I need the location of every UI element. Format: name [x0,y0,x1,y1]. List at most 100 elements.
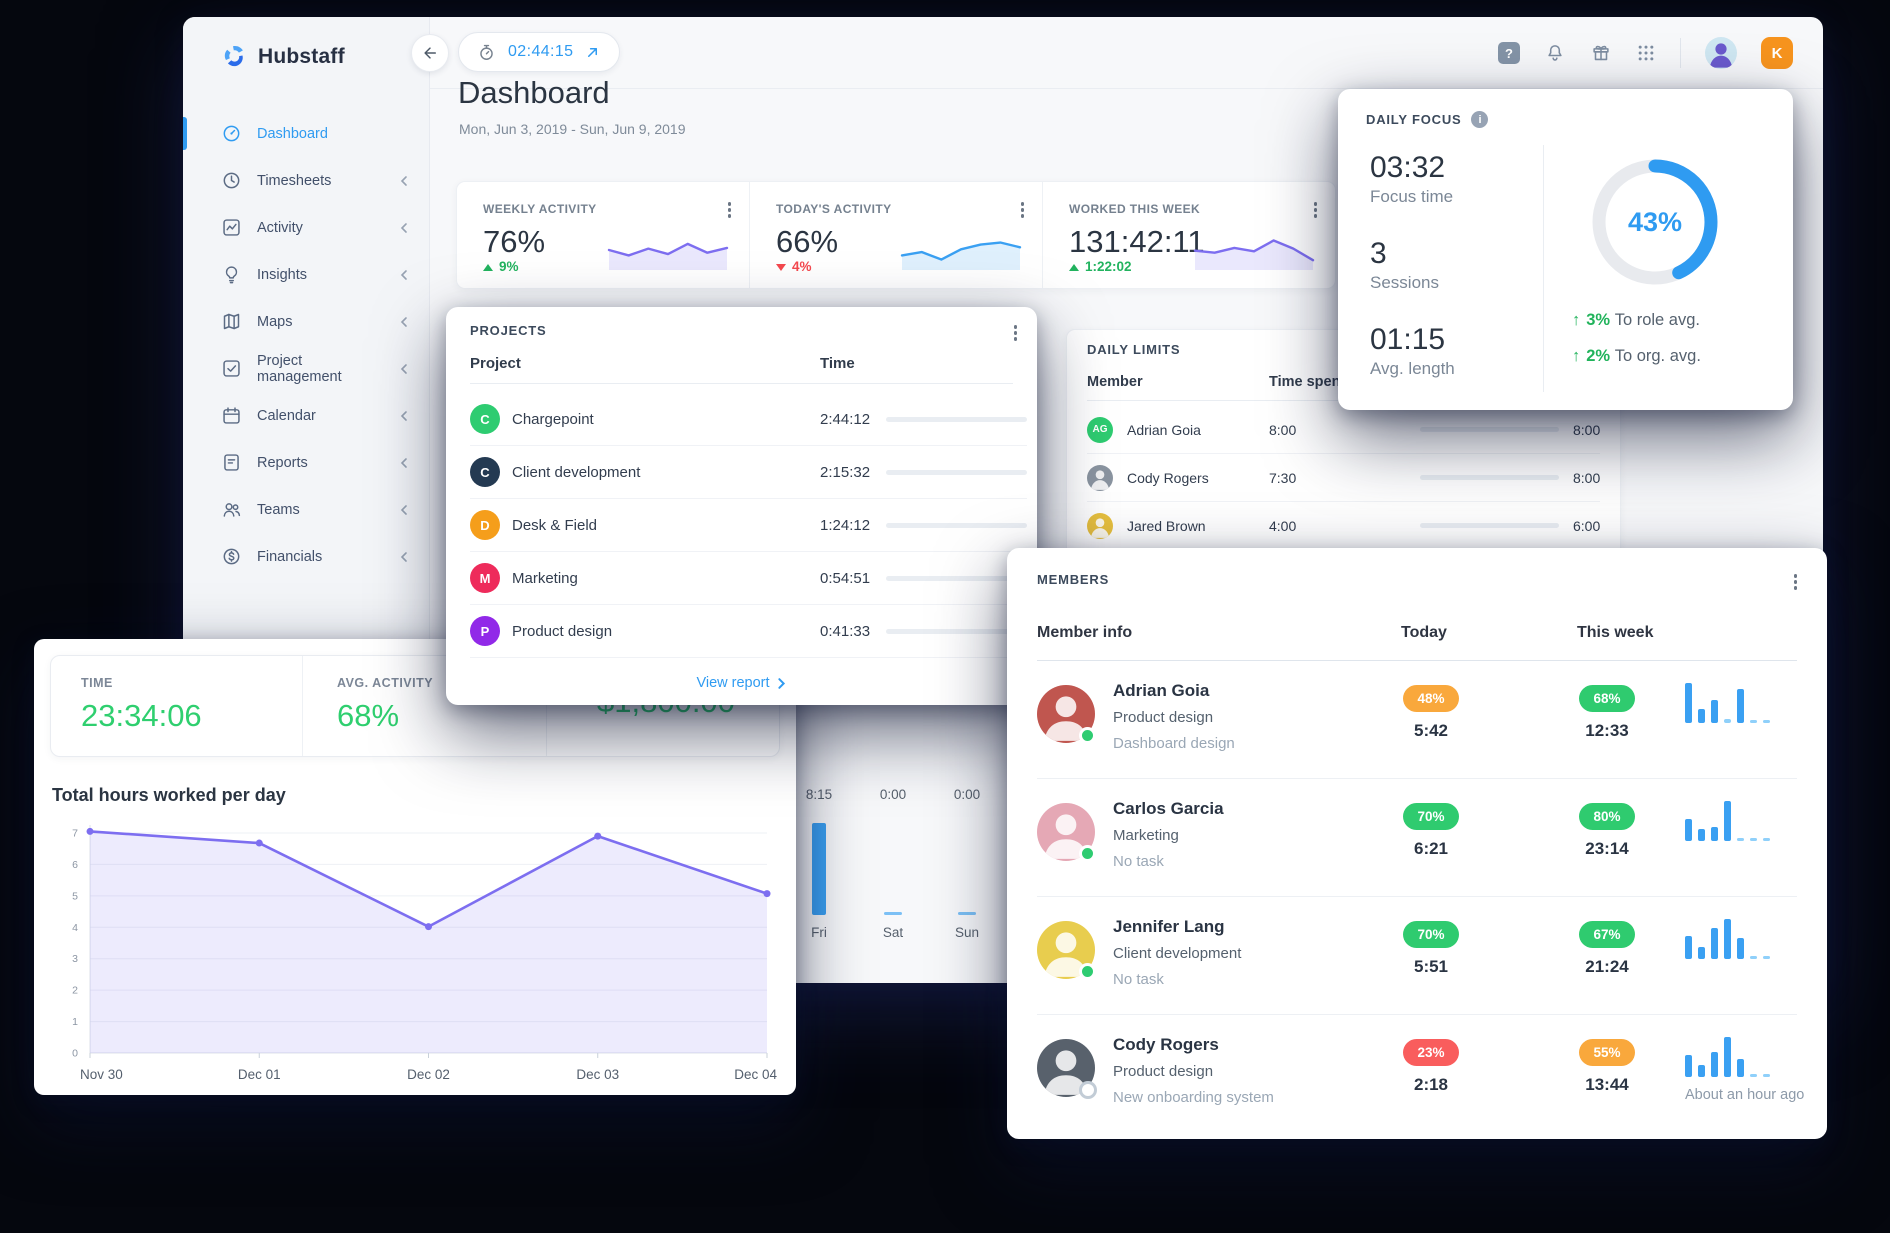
project-time: 1:24:12 [820,516,871,534]
project-progress [886,575,1027,581]
stat-label: TODAY'S ACTIVITY [776,202,892,216]
apps-grid-icon[interactable] [1636,43,1656,63]
limit-progress [1420,523,1559,528]
daily-focus-title: DAILY FOCUS [1366,112,1462,127]
chevron-left-icon [399,316,409,328]
kebab-menu-icon[interactable] [1010,321,1022,345]
members-card: MEMBERS Member info Today This week Adri… [1007,548,1827,1139]
limit-row[interactable]: Jared Brown 4:00 6:00 [1087,502,1600,550]
svg-text:7: 7 [72,828,78,840]
project-row[interactable]: C Chargepoint 2:44:12 [470,393,1027,446]
member-role: Product design [1113,1063,1214,1080]
teams-people-icon [223,503,241,517]
sidebar-item-maps[interactable]: Maps [183,298,429,345]
svg-text:Dec 04: Dec 04 [734,1067,777,1082]
triangle-down-icon [776,264,786,271]
svg-text:Dec 02: Dec 02 [407,1067,450,1082]
stat-today-activity: TODAY'S ACTIVITY 66% 4% [749,182,1042,288]
project-row[interactable]: P Product design 0:41:33 [470,605,1027,658]
today-time: 6:21 [1413,839,1449,858]
person-icon [1044,1050,1088,1095]
svg-text:Dec 01: Dec 01 [238,1067,281,1082]
sidebar-item-financials[interactable]: Financials [183,533,429,580]
chevron-left-icon [399,410,409,422]
limit-value: 8:00 [1573,421,1601,438]
hours-per-day-area-chart: 0 1 2 3 4 5 6 7 Nov 30 Dec 01 Dec 02 Dec 03 Dec 04 [72,825,777,1082]
member-name: Jared Brown [1127,517,1206,534]
project-row[interactable]: C Client development 2:15:32 [470,446,1027,499]
week-mini-bar-chart [1685,683,1780,723]
project-avatar: C [470,404,500,434]
member-task: No task [1113,971,1164,988]
map-icon [223,313,240,330]
gifts-icon[interactable] [1590,42,1612,64]
project-row[interactable]: M Marketing 0:54:51 [470,552,1027,605]
org-badge[interactable]: K [1761,37,1793,69]
stat-label: WEEKLY ACTIVITY [483,202,597,216]
sidebar-item-label: Project management [257,352,342,385]
time-spent: 7:30 [1269,469,1297,486]
topbar-divider [1680,38,1681,68]
column-time-spent: Time spent [1269,374,1346,390]
week-time: 12:33 [1585,721,1629,740]
sidebar-item-project-management[interactable]: Project management [183,345,429,392]
person-icon [1044,814,1088,859]
summary-label: TIME [81,676,113,690]
member-row[interactable]: Jennifer Lang Client development No task… [1037,897,1797,1015]
notifications-bell-icon[interactable] [1544,42,1566,64]
members-title: MEMBERS [1037,572,1110,587]
time-spent: 4:00 [1269,517,1297,534]
back-button[interactable] [411,34,449,72]
kebab-menu-icon[interactable] [1310,198,1322,222]
chevron-left-icon [399,269,409,281]
project-avatar: M [470,563,500,593]
dashboard-icon [223,125,240,142]
kebab-menu-icon[interactable] [724,198,736,222]
svg-text:Dec 03: Dec 03 [576,1067,619,1082]
member-row[interactable]: Carlos Garcia Marketing No task 70% 6:21… [1037,779,1797,897]
daily-focus-header: DAILY FOCUS i [1366,111,1489,128]
project-avatar: P [470,616,500,646]
limit-row[interactable]: AG Adrian Goia 8:00 8:00 [1087,406,1600,454]
svg-text:Nov 30: Nov 30 [80,1067,123,1082]
sidebar-item-dashboard[interactable]: Dashboard [183,110,429,157]
kebab-menu-icon[interactable] [1790,570,1802,594]
project-progress [886,522,1027,528]
hubstaff-logo-icon [224,45,243,67]
sidebar-item-reports[interactable]: Reports [183,439,429,486]
member-task: New onboarding system [1113,1089,1274,1106]
week-time: 21:24 [1585,957,1629,976]
help-icon[interactable]: ? [1498,42,1520,64]
avatar [1087,464,1113,491]
clock-icon [223,172,240,189]
project-row[interactable]: D Desk & Field 1:24:12 [470,499,1027,552]
donut-percent: 43% [1627,206,1683,237]
view-report-link[interactable]: View report [446,661,1037,705]
kebab-menu-icon[interactable] [1017,198,1029,222]
sidebar-item-teams[interactable]: Teams [183,486,429,533]
limit-row[interactable]: Cody Rogers 7:30 8:00 [1087,454,1600,502]
sidebar-item-insights[interactable]: Insights [183,251,429,298]
sidebar-nav: Dashboard Timesheets Activity Insights [183,110,429,580]
divider [1037,660,1797,661]
sidebar-item-activity[interactable]: Activity [183,204,429,251]
role-comparison: ↑ 3% To role avg. [1572,311,1700,329]
daily-limits-title: DAILY LIMITS [1087,342,1181,357]
sidebar-item-label: Activity [257,219,303,236]
timer-widget[interactable]: 02:44:15 [458,32,620,72]
check-square-icon [223,360,240,377]
member-row[interactable]: Cody Rogers Product design New onboardin… [1037,1015,1804,1133]
sidebar-item-timesheets[interactable]: Timesheets [183,157,429,204]
info-icon[interactable]: i [1471,111,1489,128]
svg-text:1: 1 [72,1016,78,1028]
sidebar-item-calendar[interactable]: Calendar [183,392,429,439]
person-icon [1090,469,1110,490]
stat-value: 76% [483,224,546,259]
member-row[interactable]: Adrian Goia Product design Dashboard des… [1037,661,1797,779]
day-label: Fri [811,925,827,940]
up-arrow-icon: ↑ [1572,347,1581,365]
limit-value: 8:00 [1573,469,1601,486]
divider [470,383,1013,384]
project-progress [886,628,1027,634]
user-avatar[interactable] [1705,37,1737,69]
